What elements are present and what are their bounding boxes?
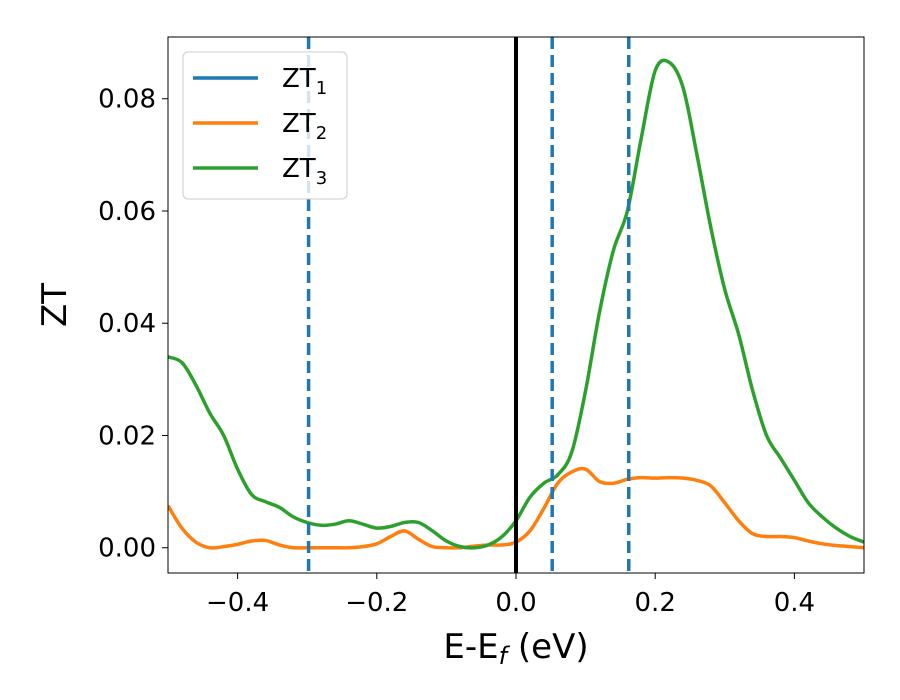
- legend-label-zt1: ZT1: [282, 64, 327, 99]
- x-axis-label-unit: (eV): [507, 627, 589, 667]
- x-axis: −0.4 −0.2 0.0 0.2 0.4: [206, 573, 815, 618]
- legend-box: [182, 51, 348, 200]
- x-tick-label: −0.4: [206, 588, 269, 618]
- legend-label-zt3: ZT3: [282, 154, 327, 189]
- vertical-reference-lines: [306, 37, 631, 573]
- x-axis-label: E-Ef (eV): [443, 627, 588, 670]
- series-line-zt3: [168, 58, 864, 550]
- legend: ZT1 ZT2 ZT3: [182, 51, 348, 200]
- y-tick-label: 0.08: [98, 85, 156, 115]
- x-tick-label: −0.2: [345, 588, 408, 618]
- plot-area: [167, 36, 865, 574]
- y-tick-label: 0.00: [98, 534, 156, 564]
- y-tick-label: 0.02: [98, 421, 156, 451]
- x-tick-label: 0.2: [635, 588, 676, 618]
- x-tick-label: 0.0: [495, 588, 536, 618]
- x-tick-label: 0.4: [774, 588, 815, 618]
- legend-label-zt2: ZT2: [282, 109, 327, 144]
- y-axis: 0.00 0.02 0.04 0.06 0.08: [98, 85, 168, 564]
- y-tick-label: 0.06: [98, 197, 156, 227]
- x-axis-label-main: E-E: [443, 627, 498, 667]
- y-tick-label: 0.04: [98, 309, 156, 339]
- y-axis-label: ZT: [35, 283, 75, 327]
